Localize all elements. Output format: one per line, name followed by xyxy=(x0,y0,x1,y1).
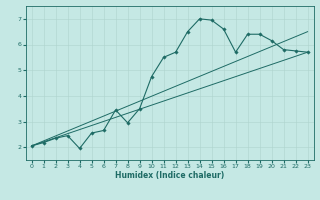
X-axis label: Humidex (Indice chaleur): Humidex (Indice chaleur) xyxy=(115,171,224,180)
